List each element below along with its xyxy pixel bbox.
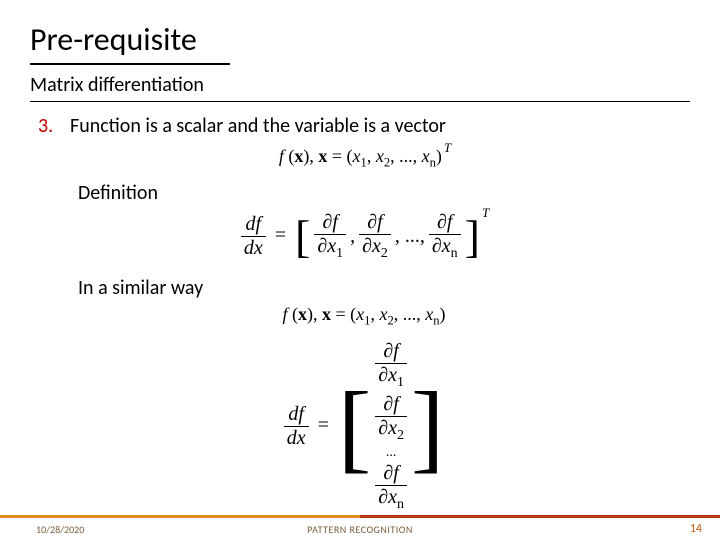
definition-label: Definition: [78, 181, 690, 205]
f2-pf1: ∂f: [314, 211, 346, 235]
footer: 10/28/2020 PATTERN RECOGNITION 14: [0, 515, 720, 540]
f2-dfdx: df dx: [241, 213, 266, 260]
f2-items: ∂f ∂x1 , ∂f ∂x2 , ..., ∂f ∂xn: [310, 211, 464, 262]
subtitle: Matrix differentiation: [30, 73, 690, 97]
f1-dots: , ...,: [390, 146, 417, 166]
f2-t1: ∂f ∂x1: [314, 211, 346, 262]
f2-dots: , ...,: [395, 225, 425, 248]
f4-t1: ∂f ∂x1: [375, 340, 407, 391]
f2-transpose: T: [482, 205, 489, 220]
f4-px2: ∂x2: [375, 417, 407, 444]
f3-x: x: [322, 304, 331, 324]
f1-x: x: [318, 146, 327, 166]
list-text: Function is a scalar and the variable is…: [70, 112, 446, 140]
f1-c1: ,: [367, 146, 372, 166]
f4-pf1: ∂f: [375, 340, 407, 364]
f4-tn: ∂f ∂xn: [375, 462, 407, 513]
f3-c1: ,: [370, 304, 375, 324]
f4-pxn: ∂xn: [375, 486, 407, 513]
similar-label: In a similar way: [78, 276, 690, 300]
f4-eq: =: [318, 414, 329, 436]
list-number: 3.: [38, 112, 58, 140]
footer-title: PATTERN RECOGNITION: [0, 523, 720, 536]
formula-gradient-row: df dx = [ ∂f ∂x1 ∂f ∂x2 ... ∂f: [38, 338, 690, 515]
f2-eq: =: [275, 224, 286, 246]
f2-df: df: [241, 213, 266, 237]
f4-df: df: [284, 403, 309, 427]
f1-x-arg: x: [294, 146, 303, 166]
title-divider: [30, 101, 690, 102]
f1-close2: ): [436, 146, 442, 166]
f3-f: f: [282, 304, 287, 324]
right-bracket-icon: ]: [465, 217, 480, 256]
footer-date: 10/28/2020: [36, 523, 84, 536]
f4-col: ∂f ∂x1 ∂f ∂x2 ... ∂f ∂xn: [371, 338, 411, 515]
content-area: 3. Function is a scalar and the variable…: [30, 112, 690, 515]
f2-bracket: [ ∂f ∂x1 , ∂f ∂x2 , ..., ∂f ∂xn: [295, 211, 480, 262]
f2-pf2: ∂f: [359, 211, 391, 235]
f1-xn: x: [422, 146, 430, 166]
f4-t2: ∂f ∂x2: [375, 393, 407, 444]
f2-px2: ∂x2: [359, 235, 391, 262]
f4-pf2: ∂f: [375, 393, 407, 417]
f4-dx: dx: [284, 427, 309, 450]
f4-px1: ∂x1: [375, 364, 407, 391]
f2-pxn: ∂xn: [429, 235, 461, 262]
slide-container: Pre-requisite Matrix differentiation 3. …: [0, 0, 720, 540]
f1-x2: x: [376, 146, 384, 166]
f3-x-arg: x: [298, 304, 307, 324]
f3-dots: , ...,: [394, 304, 421, 324]
formula-vector-row-def: f (x), x = (x1, x2, ..., xn): [38, 304, 690, 329]
f3-comma: ,: [313, 304, 318, 324]
page-title: Pre-requisite: [30, 20, 230, 65]
list-item-3: 3. Function is a scalar and the variable…: [38, 112, 690, 140]
f2-dx: dx: [241, 237, 266, 260]
f2-c1: ,: [350, 225, 355, 248]
right-bracket-tall-icon: ]: [411, 382, 444, 472]
formula-vector-col-def: f (x), x = (x1, x2, ..., xn)T: [38, 146, 690, 171]
f1-eq: =: [332, 146, 342, 166]
f1-x1: x: [353, 146, 361, 166]
left-bracket-tall-icon: [: [338, 382, 371, 472]
f1-comma: ,: [309, 146, 314, 166]
f3-eq: =: [335, 304, 345, 324]
f4-dots: ...: [375, 446, 407, 460]
page-number: 14: [690, 522, 702, 536]
f1-transpose: T: [444, 140, 451, 155]
f1-f: f: [279, 146, 284, 166]
f4-dfdx: df dx: [284, 403, 309, 450]
f3-x1: x: [356, 304, 364, 324]
f2-px1: ∂x1: [314, 235, 346, 262]
f2-t2: ∂f ∂x2: [359, 211, 391, 262]
f2-pfn: ∂f: [429, 211, 461, 235]
formula-gradient-col: df dx = [ ∂f ∂x1 , ∂f ∂x2 , ...,: [38, 211, 690, 262]
f4-pfn: ∂f: [375, 462, 407, 486]
left-bracket-icon: [: [295, 217, 310, 256]
f4-bracket: [ ∂f ∂x1 ∂f ∂x2 ... ∂f ∂xn: [338, 338, 444, 515]
f3-close2: ): [440, 304, 446, 324]
f2-tn: ∂f ∂xn: [429, 211, 461, 262]
footer-bar: 10/28/2020 PATTERN RECOGNITION 14: [0, 518, 720, 540]
